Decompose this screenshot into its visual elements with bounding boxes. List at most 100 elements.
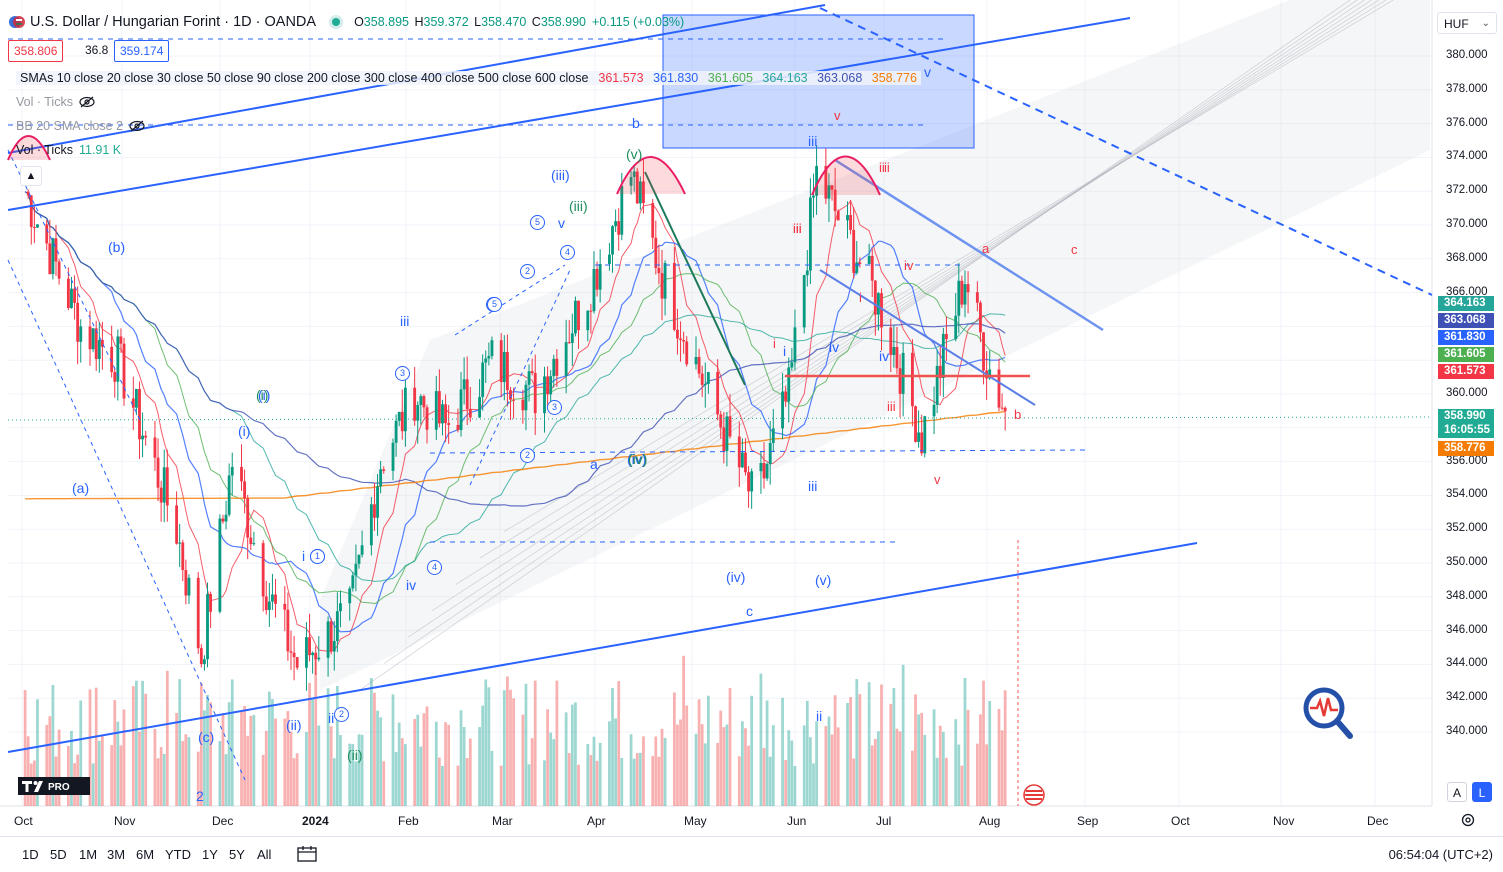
volume-bar [289, 731, 293, 806]
range-1y-button[interactable]: 1Y [202, 847, 218, 862]
candle-body [849, 215, 853, 230]
candle-body [178, 542, 182, 544]
candle-body [638, 181, 642, 204]
candle-body [490, 340, 494, 357]
symbol-title[interactable]: U.S. Dollar / Hungarian Forint · 1D · OA… [30, 14, 317, 30]
clock-readout[interactable]: 06:54:04 (UTC+2) [1388, 847, 1493, 862]
vol-row[interactable]: Vol · Ticks 11.91 K [16, 140, 121, 160]
price-axis-label: 344.000 [1446, 657, 1488, 670]
magnifier-icon[interactable] [1300, 684, 1360, 744]
gear-icon[interactable] [1460, 812, 1476, 828]
candle-body [827, 185, 831, 199]
price-tag: 358.990 [1438, 409, 1494, 424]
candle-body [608, 254, 611, 265]
volume-bar [419, 746, 423, 806]
range-ytd-button[interactable]: YTD [165, 847, 191, 862]
candle-body [113, 372, 117, 382]
range-5y-button[interactable]: 5Y [229, 847, 245, 862]
bb-hidden-row[interactable]: BB 20 SMA close 2 [16, 116, 145, 136]
wave-label-green: (iv) [628, 451, 648, 467]
volume-bar [465, 758, 469, 806]
candle-body [654, 237, 658, 268]
collapse-legend-button[interactable]: ▲ [20, 166, 42, 186]
candle-body [252, 543, 256, 545]
candle-body [663, 262, 667, 299]
channel-line [383, 0, 1358, 664]
candle-body [335, 611, 339, 642]
volume-bar [487, 687, 491, 806]
candle-body [914, 406, 917, 442]
currency-selector[interactable]: HUF ⌄ [1437, 12, 1497, 34]
moving-averages [24, 191, 1006, 652]
candle-body [373, 504, 376, 518]
candle-body [391, 442, 395, 471]
candle-body [932, 404, 936, 417]
volume-bar [697, 699, 701, 806]
candle-body [805, 270, 809, 276]
volume-bar [809, 737, 812, 806]
auto-scale-button[interactable]: A [1447, 782, 1467, 802]
candle-body [728, 416, 732, 437]
wave-label-blue: a [590, 456, 598, 472]
volume-bar [722, 727, 726, 806]
volume-bar [574, 702, 577, 806]
volume-bar [329, 726, 333, 806]
sell-price-box[interactable]: 358.806 [8, 40, 64, 62]
range-1d-button[interactable]: 1D [22, 847, 39, 862]
time-axis-label: May [684, 814, 707, 828]
volume-bar [521, 714, 525, 806]
candle-body [286, 609, 290, 652]
eye-off-icon[interactable] [129, 120, 145, 132]
calendar-icon[interactable] [296, 845, 318, 863]
log-scale-button[interactable]: L [1472, 782, 1492, 802]
wave-label-blue: (iii) [551, 167, 570, 183]
volume-bar [382, 761, 386, 806]
candle-body [51, 238, 55, 275]
time-axis-label: Jul [876, 814, 892, 828]
candle-body [308, 637, 311, 656]
range-3m-button[interactable]: 3M [107, 847, 126, 862]
channel-line [455, 0, 1380, 585]
candle-body [66, 278, 70, 309]
wave-label-blue: 2 [196, 788, 204, 804]
volume-bar [549, 732, 553, 806]
volume-bar [354, 761, 358, 806]
volume-bar [982, 680, 985, 806]
range-all-button[interactable]: All [257, 847, 272, 862]
chart-canvas[interactable] [0, 0, 1503, 836]
candle-body [134, 388, 138, 408]
volume-bar [131, 686, 135, 806]
eye-off-icon[interactable] [79, 96, 95, 108]
buy-price-box[interactable]: 359.174 [114, 40, 170, 62]
volume-bar [441, 765, 444, 806]
sma-value: 361.830 [653, 71, 699, 85]
volume-bar [267, 691, 271, 806]
vol-hidden-row[interactable]: Vol · Ticks [16, 92, 95, 112]
volume-bar [901, 664, 905, 806]
candle-body [26, 191, 30, 196]
candle-body [852, 229, 856, 273]
tradingview-logo: PRO [18, 777, 90, 795]
candle-body [941, 333, 945, 378]
volume-bar [209, 702, 212, 806]
channel-line [431, 0, 1372, 612]
candle-body [629, 176, 633, 186]
volume-bar [240, 711, 243, 806]
wave-label-blue: (v) [815, 572, 832, 588]
sma-30-line [24, 191, 1006, 605]
range-5d-button[interactable]: 5D [50, 847, 67, 862]
candle-body [555, 358, 559, 376]
candle-body [97, 340, 101, 359]
volume-bar [685, 705, 689, 806]
candle-body [873, 280, 877, 315]
range-1m-button[interactable]: 1M [79, 847, 98, 862]
candle-body [812, 195, 815, 198]
candle-body [243, 481, 247, 499]
candle-body [70, 288, 73, 309]
smas-indicator-row[interactable]: SMAs 10 close 20 close 30 close 50 close… [16, 68, 921, 88]
volume-bar [873, 738, 877, 806]
volume-bar [858, 694, 862, 806]
candle-body [221, 518, 225, 522]
volume-bar [592, 736, 596, 806]
range-6m-button[interactable]: 6M [136, 847, 155, 862]
